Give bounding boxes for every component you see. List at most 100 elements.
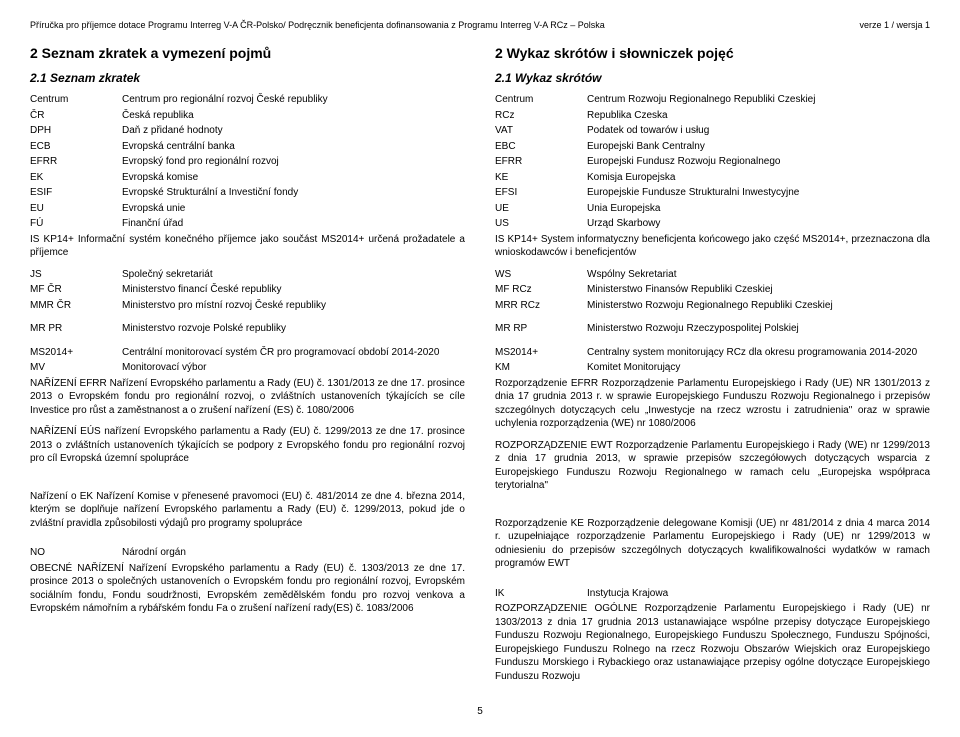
abbr-key: Centrum (495, 93, 587, 107)
abbr-value: Evropské Strukturální a Investiční fondy (122, 186, 465, 200)
abbr-key: MF ČR (30, 283, 122, 297)
right-rozp-ewt: ROZPORZĄDZENIE EWT Rozporządzenie Parlam… (495, 439, 930, 493)
left-block2: JSSpolečný sekretariátMF ČRMinisterstvo … (30, 268, 465, 313)
abbr-row: EBCEuropejski Bank Centralny (495, 140, 930, 154)
page-header: Příručka pro příjemce dotace Programu In… (30, 20, 930, 30)
left-obecne: OBECNÉ NAŘÍZENÍ Nařízení Evropského parl… (30, 562, 465, 616)
abbr-row: KEKomisja Europejska (495, 171, 930, 185)
abbr-key: RCz (495, 109, 587, 123)
left-block5: NONárodní orgán (30, 546, 465, 560)
abbr-row: KMKomitet Monitorujący (495, 361, 930, 375)
abbr-row: MS2014+Centralny system monitorujący RCz… (495, 346, 930, 360)
abbr-value: Centrum pro regionální rozvoj České repu… (122, 93, 465, 107)
right-block3: MR RPMinisterstwo Rozwoju Rzeczypospolit… (495, 322, 930, 336)
right-block2: WSWspólny SekretariatMF RCzMinisterstwo … (495, 268, 930, 313)
abbr-row: MR PRMinisterstvo rozvoje Polské republi… (30, 322, 465, 336)
abbr-value: Centralny system monitorujący RCz dla ok… (587, 346, 930, 360)
abbr-key: EFRR (495, 155, 587, 169)
abbr-key: KE (495, 171, 587, 185)
abbr-key: MS2014+ (495, 346, 587, 360)
abbr-key: FÚ (30, 217, 122, 231)
right-block4: MS2014+Centralny system monitorujący RCz… (495, 346, 930, 375)
abbr-row: IKInstytucja Krajowa (495, 587, 930, 601)
abbr-value: Monitorovací výbor (122, 361, 465, 375)
abbr-value: Evropská unie (122, 202, 465, 216)
left-narizeni-eus: NAŘÍZENÍ EÚS nařízení Evropského parlame… (30, 425, 465, 466)
abbr-key: EFSI (495, 186, 587, 200)
abbr-key: DPH (30, 124, 122, 138)
right-column: 2 Wykaz skrótów i słowniczek pojęć 2.1 W… (495, 45, 930, 691)
abbr-row: DPHDaň z přidané hodnoty (30, 124, 465, 138)
right-ogolne: ROZPORZĄDZENIE OGÓLNE Rozporządzenie Par… (495, 602, 930, 683)
abbr-value: Ministerstvo rozvoje Polské republiky (122, 322, 465, 336)
abbr-key: MR PR (30, 322, 122, 336)
abbr-row: VATPodatek od towarów i usług (495, 124, 930, 138)
abbr-value: Ministerstwo Finansów Republiki Czeskiej (587, 283, 930, 297)
abbr-value: Evropský fond pro regionální rozvoj (122, 155, 465, 169)
abbr-key: IK (495, 587, 587, 601)
left-narizeni-efrr: NAŘÍZENÍ EFRR Nařízení Evropského parlam… (30, 377, 465, 418)
abbr-value: Centrum Rozwoju Regionalnego Republiki C… (587, 93, 930, 107)
abbr-value: Evropská centrální banka (122, 140, 465, 154)
left-section-title: 2 Seznam zkratek a vymezení pojmů (30, 45, 465, 61)
abbr-value: Komitet Monitorujący (587, 361, 930, 375)
abbr-row: NONárodní orgán (30, 546, 465, 560)
abbr-key: MRR RCz (495, 299, 587, 313)
abbr-key: MMR ČR (30, 299, 122, 313)
abbr-value: Národní orgán (122, 546, 465, 560)
left-block3: MR PRMinisterstvo rozvoje Polské republi… (30, 322, 465, 336)
abbr-value: Ministerstvo financí České republiky (122, 283, 465, 297)
abbr-value: Europejski Bank Centralny (587, 140, 930, 154)
abbr-key: MF RCz (495, 283, 587, 297)
abbr-value: Instytucja Krajowa (587, 587, 930, 601)
abbr-key: KM (495, 361, 587, 375)
abbr-value: Europejski Fundusz Rozwoju Regionalnego (587, 155, 930, 169)
left-subsection-title: 2.1 Seznam zkratek (30, 71, 465, 85)
right-section-title: 2 Wykaz skrótów i słowniczek pojęć (495, 45, 930, 61)
abbr-row: ECBEvropská centrální banka (30, 140, 465, 154)
abbr-value: Daň z přidané hodnoty (122, 124, 465, 138)
abbr-key: EU (30, 202, 122, 216)
abbr-value: Komisja Europejska (587, 171, 930, 185)
abbr-row: EKEvropská komise (30, 171, 465, 185)
abbr-row: JSSpolečný sekretariát (30, 268, 465, 282)
abbr-key: VAT (495, 124, 587, 138)
abbr-value: Společný sekretariát (122, 268, 465, 282)
right-rozp-efrr: Rozporządzenie EFRR Rozporządzenie Parla… (495, 377, 930, 431)
abbr-key: US (495, 217, 587, 231)
abbr-row: EFRREvropský fond pro regionální rozvoj (30, 155, 465, 169)
left-block4: MS2014+Centrální monitorovací systém ČR … (30, 346, 465, 375)
abbr-value: Urząd Skarbowy (587, 217, 930, 231)
abbr-row: USUrząd Skarbowy (495, 217, 930, 231)
abbr-key: MV (30, 361, 122, 375)
abbr-key: EFRR (30, 155, 122, 169)
abbr-row: CentrumCentrum Rozwoju Regionalnego Repu… (495, 93, 930, 107)
abbr-row: EFRREuropejski Fundusz Rozwoju Regionaln… (495, 155, 930, 169)
right-subsection-title: 2.1 Wykaz skrótów (495, 71, 930, 85)
abbr-key: EK (30, 171, 122, 185)
abbr-row: RCzRepublika Czeska (495, 109, 930, 123)
abbr-row: MRR RCzMinisterstwo Rozwoju Regionalnego… (495, 299, 930, 313)
abbr-row: ČRČeská republika (30, 109, 465, 123)
abbr-value: Europejskie Fundusze Strukturalni Inwest… (587, 186, 930, 200)
abbr-row: WSWspólny Sekretariat (495, 268, 930, 282)
abbr-value: Podatek od towarów i usług (587, 124, 930, 138)
header-right: verze 1 / wersja 1 (859, 20, 930, 30)
abbr-value: Ministerstvo pro místní rozvoj České rep… (122, 299, 465, 313)
left-block1: CentrumCentrum pro regionální rozvoj Čes… (30, 93, 465, 231)
abbr-row: CentrumCentrum pro regionální rozvoj Čes… (30, 93, 465, 107)
abbr-key: ECB (30, 140, 122, 154)
abbr-value: Republika Czeska (587, 109, 930, 123)
abbr-row: MF RCzMinisterstwo Finansów Republiki Cz… (495, 283, 930, 297)
right-rozp-ke: Rozporządzenie KE Rozporządzenie delegow… (495, 517, 930, 571)
abbr-row: EFSIEuropejskie Fundusze Strukturalni In… (495, 186, 930, 200)
abbr-row: MS2014+Centrální monitorovací systém ČR … (30, 346, 465, 360)
left-column: 2 Seznam zkratek a vymezení pojmů 2.1 Se… (30, 45, 465, 691)
abbr-value: Ministerstwo Rozwoju Regionalnego Republ… (587, 299, 930, 313)
two-column-layout: 2 Seznam zkratek a vymezení pojmů 2.1 Se… (30, 45, 930, 691)
abbr-row: ESIFEvropské Strukturální a Investiční f… (30, 186, 465, 200)
abbr-key: Centrum (30, 93, 122, 107)
abbr-key: ESIF (30, 186, 122, 200)
right-block5: IKInstytucja Krajowa (495, 587, 930, 601)
abbr-value: Česká republika (122, 109, 465, 123)
